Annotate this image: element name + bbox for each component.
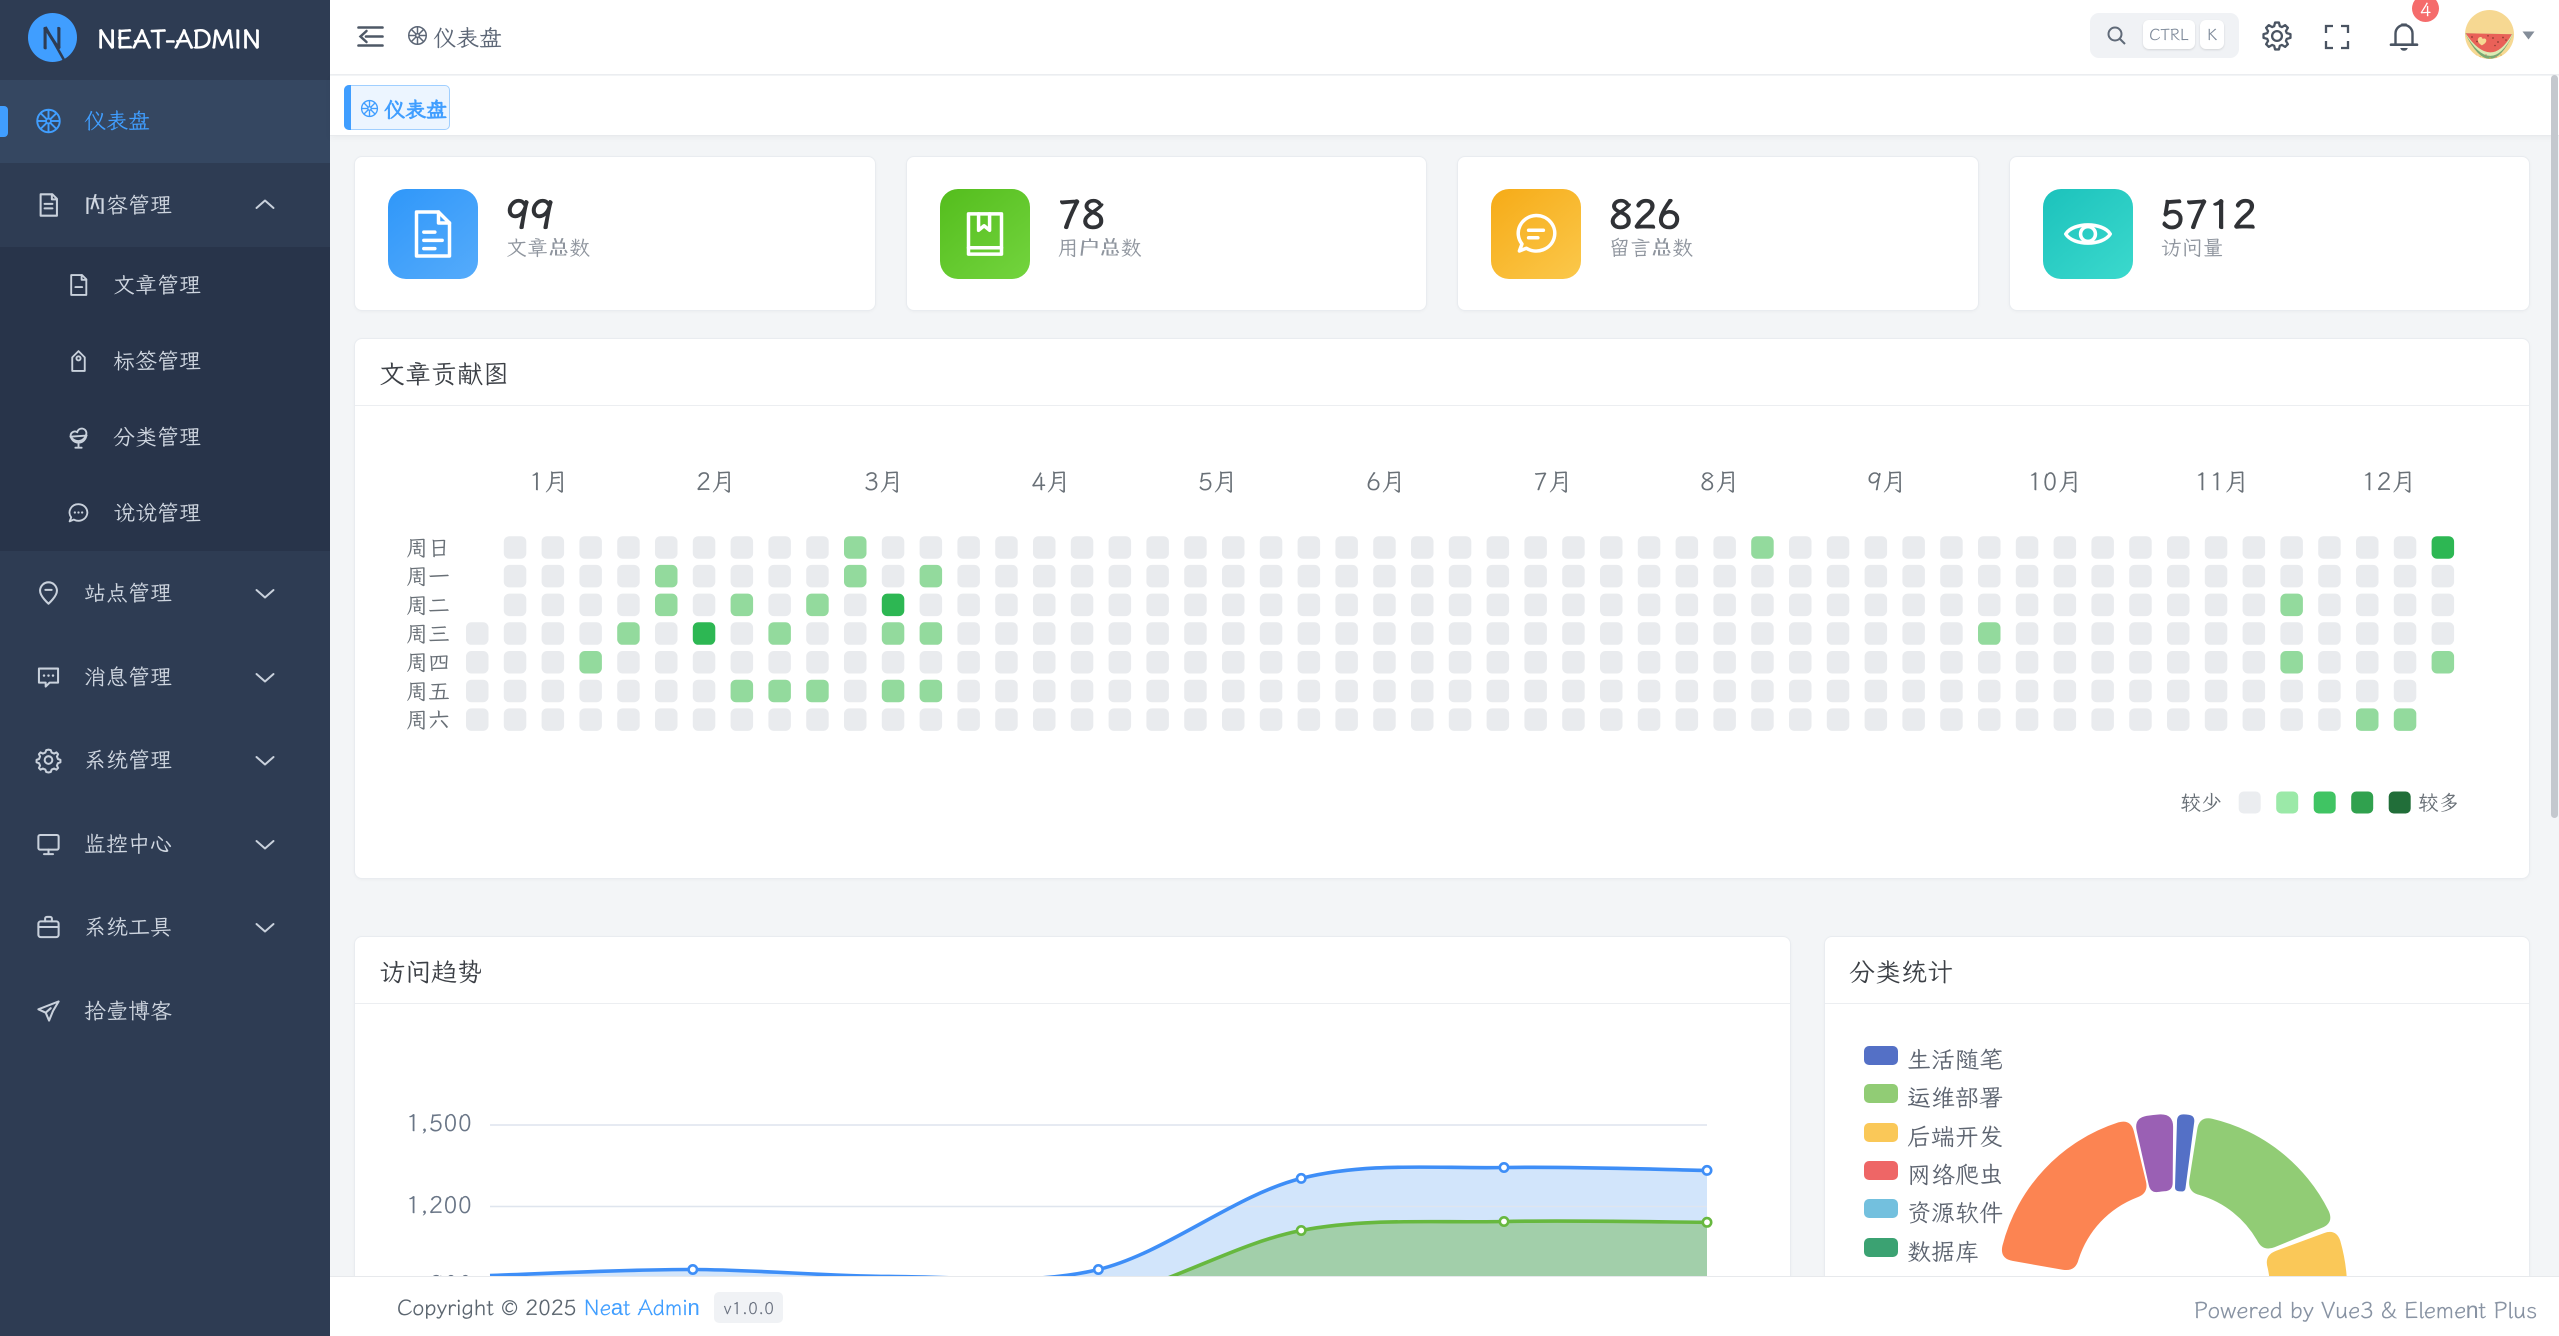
- svg-text:6月: 6月: [1366, 465, 1406, 498]
- svg-text:3月: 3月: [864, 465, 904, 498]
- svg-text:5月: 5月: [1198, 465, 1238, 498]
- svg-text:1,500: 1,500: [406, 1106, 472, 1138]
- svg-text:周五: 周五: [406, 677, 450, 706]
- svg-text:10月: 10月: [2027, 465, 2082, 498]
- svg-text:周二: 周二: [406, 591, 450, 620]
- svg-text:周日: 周日: [406, 534, 450, 563]
- svg-text:较少: 较少: [2180, 788, 2222, 816]
- svg-text:2月: 2月: [696, 465, 736, 498]
- svg-text:较多: 较多: [2418, 788, 2460, 816]
- svg-text:9月: 9月: [1867, 465, 1907, 498]
- svg-text:周三: 周三: [406, 620, 450, 649]
- svg-text:7月: 7月: [1533, 465, 1573, 498]
- svg-text:1月: 1月: [529, 465, 569, 498]
- svg-text:周一: 周一: [406, 562, 450, 591]
- svg-text:11月: 11月: [2194, 465, 2249, 498]
- svg-text:周四: 周四: [406, 648, 450, 677]
- svg-text:8月: 8月: [1700, 465, 1740, 498]
- svg-text:1,200: 1,200: [406, 1188, 472, 1220]
- svg-text:周六: 周六: [406, 706, 450, 735]
- svg-text:900: 900: [429, 1267, 472, 1276]
- svg-text:12月: 12月: [2361, 465, 2416, 498]
- svg-text:4月: 4月: [1031, 465, 1071, 498]
